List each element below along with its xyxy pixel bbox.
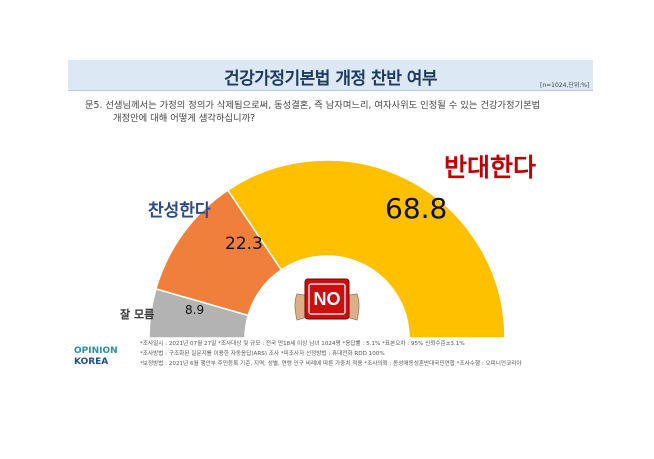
no-sign-border <box>308 283 346 315</box>
no-sign-icon: NO <box>294 278 360 321</box>
no-sign-text: NO <box>314 289 341 309</box>
survey-note-2: *조사방법 : 구조화된 질문지를 이용한 자동응답(ARS) 조사 *피조사자… <box>140 351 385 357</box>
question-line-1: 문5. 선생님께서는 가정의 정의가 삭제됨으로써, 동성결혼, 즉 남자며느리… <box>85 100 541 111</box>
title-bar: 건강가정기본법 개정 찬반 여부 <box>68 60 593 91</box>
sample-note: [n=1024,단위:%] <box>540 82 590 89</box>
survey-notes: *조사일시 : 2021년 07월 27일 *조사대상 및 규모 : 전국 만1… <box>140 339 522 369</box>
slice-3 <box>226 159 506 339</box>
slice-label-3: 반대한다 <box>444 153 536 182</box>
survey-note-3: *보정방법 : 2021년 6월 행안부 주민등록 기준, 지역, 성별, 연령… <box>140 361 522 367</box>
no-sign-board <box>304 278 350 320</box>
slice-label-2: 찬성한다 <box>148 201 211 221</box>
slice-label-1: 잘 모름 <box>120 308 154 321</box>
logo-line-1: OPINION <box>74 346 118 356</box>
chart-labels: 8.9 잘 모름 22.3 찬성한다 68.8 반대한다 <box>120 153 536 321</box>
slice-value-2: 22.3 <box>225 234 263 254</box>
survey-note-1: *조사일시 : 2021년 07월 27일 *조사대상 및 규모 : 전국 만1… <box>140 341 465 347</box>
logo-line-2: KOREA <box>74 357 109 367</box>
chart-title: 건강가정기본법 개정 찬반 여부 <box>223 69 438 89</box>
chart-slices <box>148 159 506 339</box>
slice-value-3: 68.8 <box>385 192 447 225</box>
question-line-2: 개정안에 대해 어떻게 생각하십니까? <box>113 113 256 124</box>
opinion-korea-logo: OPINION KOREA <box>74 345 134 379</box>
slice-value-1: 8.9 <box>185 303 204 317</box>
question-text: 문5. 선생님께서는 가정의 정의가 삭제됨으로써, 동성결혼, 즉 남자며느리… <box>85 99 595 125</box>
